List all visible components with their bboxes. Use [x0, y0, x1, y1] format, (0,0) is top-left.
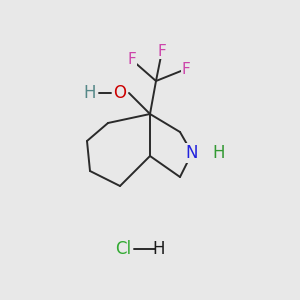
Text: N: N	[186, 144, 198, 162]
Text: Cl: Cl	[115, 240, 131, 258]
Text: F: F	[182, 61, 190, 76]
Text: H: H	[84, 84, 96, 102]
Text: O: O	[113, 84, 127, 102]
Text: F: F	[128, 52, 136, 68]
Text: H: H	[153, 240, 165, 258]
Text: H: H	[213, 144, 225, 162]
Text: F: F	[158, 44, 166, 59]
